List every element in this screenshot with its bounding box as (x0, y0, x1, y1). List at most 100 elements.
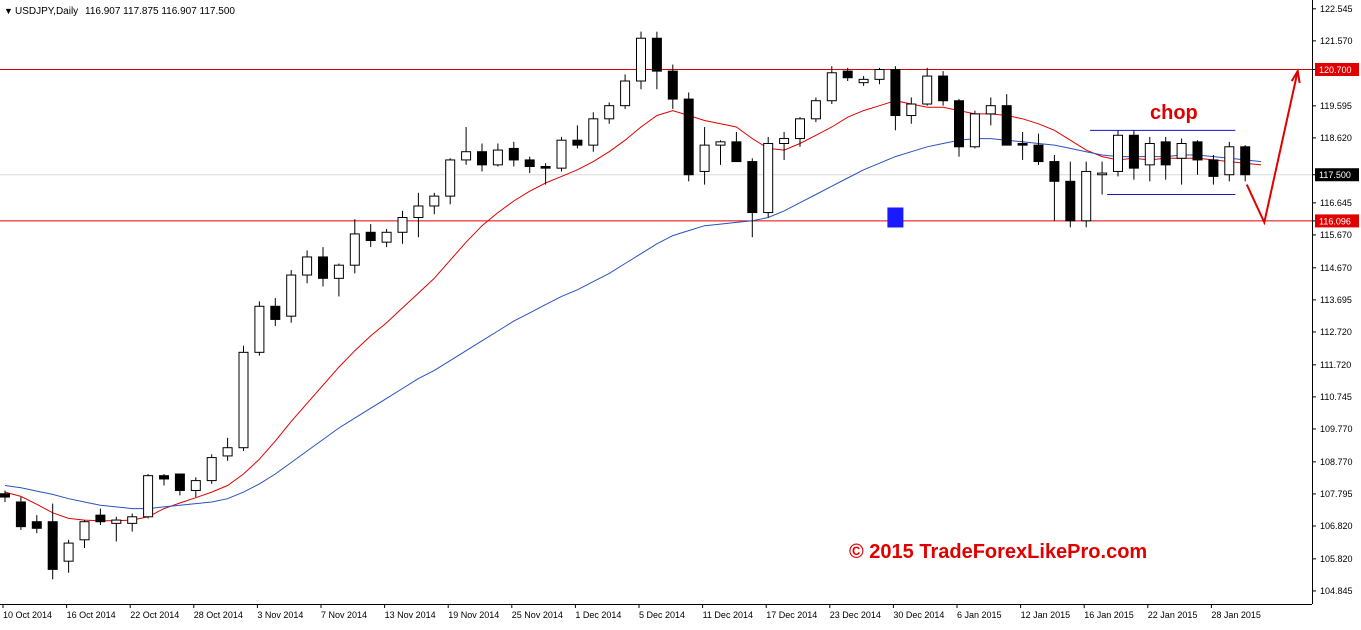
candle-body-bull (985, 105, 996, 115)
x-tick-label: 12 Jan 2015 (1021, 610, 1071, 620)
candle-body-bear (540, 166, 551, 169)
candle (477, 143, 487, 172)
candle (1160, 136, 1171, 180)
blue-square-marker (887, 207, 904, 228)
candle-body-bull (1097, 172, 1108, 176)
candle-body-bull (445, 159, 456, 197)
candle-body-bull (588, 118, 599, 146)
candle-body-bear (667, 70, 678, 100)
candle-body-bear (842, 70, 853, 79)
y-tick-label: 115.670 (1320, 230, 1352, 240)
y-tick-label: 106.820 (1320, 521, 1353, 531)
candle (127, 513, 138, 532)
candle (95, 508, 106, 525)
candle (842, 67, 853, 81)
candle (381, 229, 392, 248)
x-tick-label: 1 Dec 2014 (575, 610, 621, 620)
candle-body-bull (492, 149, 503, 166)
candle-body-bull (1081, 170, 1092, 222)
candle (588, 112, 599, 152)
candle (1001, 94, 1012, 146)
price-tag-label: 116.096 (1319, 216, 1351, 226)
candle-body-bull (302, 256, 313, 276)
candle-body-bull (190, 480, 201, 491)
candle-body-bear (318, 256, 328, 279)
candle-body-bear (365, 231, 376, 242)
candle-body-bear (524, 159, 535, 168)
candle-body-bear (1033, 144, 1044, 163)
projection-arrowhead (1290, 68, 1301, 84)
candle (540, 163, 551, 185)
candle (302, 250, 313, 284)
candle-body-bear (1001, 105, 1012, 146)
price-tag-label: 117.500 (1319, 170, 1351, 180)
candle-body-bear (0, 493, 10, 498)
y-tick-label: 122.545 (1320, 4, 1353, 14)
candle-body-bull (127, 516, 138, 524)
candle (1097, 161, 1108, 195)
candle-body-bull (1144, 142, 1155, 166)
candle-body-bear (954, 100, 964, 148)
x-tick-label: 10 Oct 2014 (3, 610, 52, 620)
candle (143, 474, 154, 519)
candle-body-bull (111, 519, 122, 524)
y-tick-label: 104.845 (1320, 586, 1353, 596)
candle-body-bull (969, 113, 980, 148)
y-tick-label: 111.720 (1320, 360, 1351, 370)
candle-body-bull (636, 37, 646, 82)
candle-body-bull (874, 68, 885, 80)
candle (572, 125, 583, 149)
candle (15, 497, 26, 530)
x-tick-label: 19 Nov 2014 (448, 610, 499, 620)
candle-body-bull (779, 138, 790, 144)
x-tick-label: 7 Nov 2014 (321, 610, 367, 620)
candle-body-bear (747, 161, 758, 214)
x-tick-label: 28 Jan 2015 (1211, 610, 1261, 620)
y-tick-label: 107.795 (1320, 489, 1353, 499)
candle (508, 141, 519, 167)
candle-body-bear (1128, 134, 1139, 169)
candle-body-bull (826, 72, 837, 102)
candle-body-bear (938, 75, 949, 102)
candle-body-bull (810, 100, 821, 120)
candle (445, 158, 456, 205)
x-tick-label: 16 Oct 2014 (67, 610, 116, 620)
candle (969, 110, 980, 149)
price-tag-box (1315, 62, 1359, 76)
candle (1081, 161, 1092, 228)
plot-area (1, 1, 1312, 604)
candle (492, 143, 503, 167)
candle (906, 97, 917, 124)
price-tag-label: 120.700 (1319, 65, 1352, 75)
candle (159, 474, 169, 486)
price-tag-box (1315, 168, 1359, 182)
candle-body-bull (858, 78, 869, 84)
candle-body-bear (572, 139, 583, 146)
candle-body-bull (429, 195, 440, 207)
moving-average-line (4, 100, 1262, 522)
candle-body-bear (731, 141, 742, 163)
candle-body-bull (286, 274, 297, 317)
candle (890, 66, 901, 131)
candle-body-bear (174, 473, 185, 491)
candle (397, 210, 408, 244)
candle (1128, 130, 1139, 180)
candle-body-bear (1240, 146, 1251, 176)
header-dropdown-icon[interactable]: ▼ (4, 6, 13, 16)
candle-body-bull (333, 264, 344, 279)
x-tick-label: 30 Dec 2014 (893, 610, 944, 620)
candle (556, 136, 567, 172)
candle (63, 539, 74, 573)
candle-body-bull (715, 141, 726, 146)
candle (413, 192, 424, 238)
candle (190, 477, 201, 498)
candle (270, 298, 281, 327)
candle-body-bull (1224, 146, 1235, 176)
symbol-timeframe: USDJPY,Daily (15, 6, 78, 17)
candle (1176, 138, 1187, 185)
y-tick-label: 119.595 (1320, 101, 1352, 111)
candle-body-bear (1192, 141, 1203, 161)
candle (238, 345, 249, 451)
